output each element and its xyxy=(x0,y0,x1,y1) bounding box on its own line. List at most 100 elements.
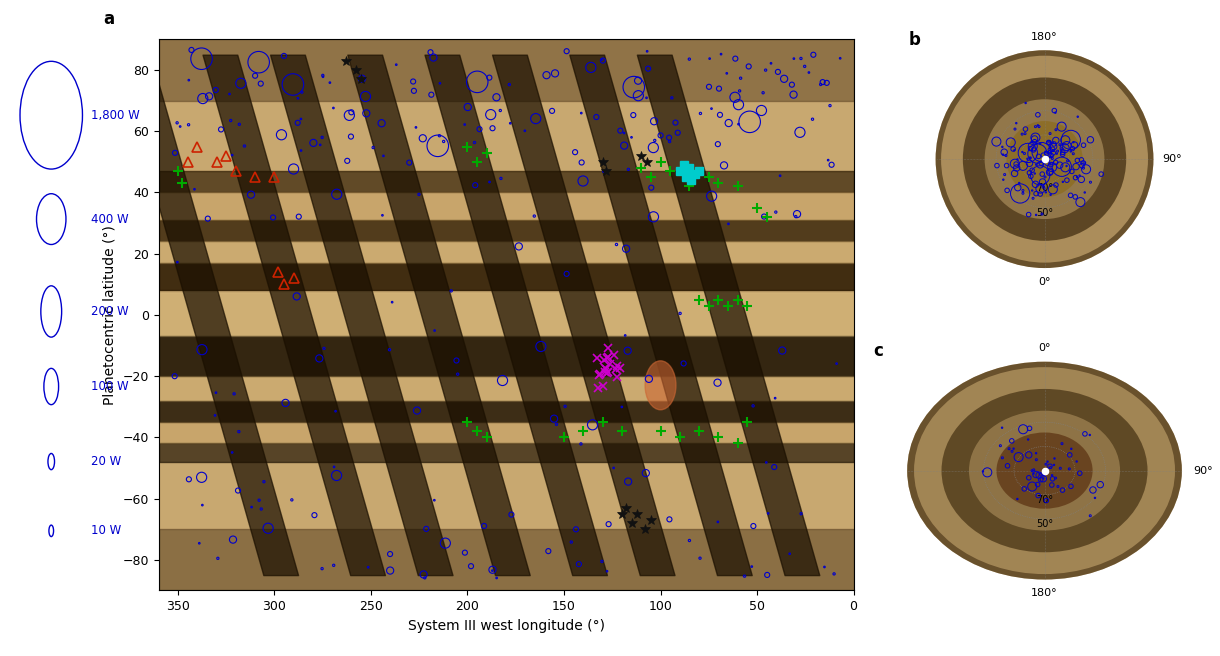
Point xyxy=(1003,144,1022,154)
Point xyxy=(642,182,661,193)
Point xyxy=(1019,434,1038,445)
Point xyxy=(1027,148,1047,159)
Point xyxy=(625,82,644,92)
Point xyxy=(356,91,376,102)
Point xyxy=(544,413,564,424)
Point xyxy=(192,472,211,483)
Point xyxy=(165,371,184,381)
Bar xyxy=(159,529,854,590)
Point xyxy=(1075,187,1094,197)
Point xyxy=(1048,482,1068,492)
Point xyxy=(205,410,224,420)
Point xyxy=(1033,474,1053,484)
Point xyxy=(1064,148,1083,159)
Point xyxy=(1043,154,1063,164)
Point xyxy=(1041,462,1060,473)
Point xyxy=(1009,452,1028,462)
Point xyxy=(993,174,1013,185)
Point xyxy=(259,523,278,533)
Point xyxy=(223,535,243,545)
Point xyxy=(467,77,487,87)
Point xyxy=(326,406,345,417)
Point xyxy=(198,213,217,224)
Point xyxy=(501,509,521,520)
Point xyxy=(604,462,623,473)
Point xyxy=(1021,171,1041,182)
Point xyxy=(492,173,511,184)
Point xyxy=(1066,161,1086,172)
Circle shape xyxy=(941,56,1148,262)
Point xyxy=(1028,151,1048,161)
Point xyxy=(1004,145,1024,155)
Point xyxy=(1041,159,1060,170)
Point xyxy=(479,72,499,83)
Point xyxy=(399,157,418,168)
Point xyxy=(669,127,688,138)
Point xyxy=(730,86,749,96)
Point xyxy=(1015,129,1035,139)
Point xyxy=(242,502,261,512)
Point xyxy=(637,92,656,103)
Point xyxy=(1038,148,1058,158)
Point xyxy=(1026,188,1046,199)
Point xyxy=(315,343,334,354)
Point xyxy=(1048,146,1068,156)
Point xyxy=(997,150,1016,161)
Point xyxy=(987,136,1006,147)
Point xyxy=(323,103,343,113)
Point xyxy=(645,135,665,146)
Point xyxy=(359,562,378,573)
Point xyxy=(673,358,693,369)
Point xyxy=(320,77,339,88)
Point xyxy=(765,393,784,403)
Circle shape xyxy=(908,361,1182,579)
Point xyxy=(592,54,611,65)
Point xyxy=(222,150,242,160)
Point xyxy=(1025,168,1044,178)
Point xyxy=(728,119,748,129)
Point xyxy=(1036,146,1055,157)
Point xyxy=(1063,166,1082,176)
Point xyxy=(756,457,776,468)
Point xyxy=(372,210,392,220)
Point xyxy=(993,150,1013,160)
Point xyxy=(573,176,593,186)
Point xyxy=(555,401,575,411)
Point xyxy=(556,46,576,56)
Point xyxy=(619,164,638,174)
Point xyxy=(1080,430,1099,440)
Point xyxy=(617,346,637,356)
Point xyxy=(356,108,376,119)
Point xyxy=(1021,153,1041,163)
Point xyxy=(500,118,520,129)
Point xyxy=(381,565,400,576)
Text: 1,800 W: 1,800 W xyxy=(90,109,139,122)
Point xyxy=(993,142,1013,152)
Point xyxy=(787,209,806,219)
Point xyxy=(1083,485,1103,495)
Point xyxy=(725,92,744,102)
Point xyxy=(817,77,837,88)
Point xyxy=(251,504,271,514)
Point xyxy=(593,55,612,66)
Point xyxy=(1025,134,1044,144)
Point xyxy=(636,468,655,478)
Point xyxy=(1052,121,1071,132)
Point xyxy=(353,73,372,84)
Point xyxy=(1022,136,1042,147)
Point xyxy=(1019,449,1038,460)
Point xyxy=(526,113,545,124)
Point xyxy=(1008,154,1027,165)
Point xyxy=(731,73,750,83)
Point xyxy=(822,159,842,170)
Point xyxy=(571,108,590,118)
Point xyxy=(769,67,788,77)
Point xyxy=(592,556,611,567)
Point xyxy=(1050,140,1070,150)
Point xyxy=(404,76,423,87)
Point xyxy=(1075,157,1094,168)
Point xyxy=(1071,197,1091,207)
Point xyxy=(184,184,204,194)
Point xyxy=(1013,147,1032,157)
Point xyxy=(770,171,789,181)
